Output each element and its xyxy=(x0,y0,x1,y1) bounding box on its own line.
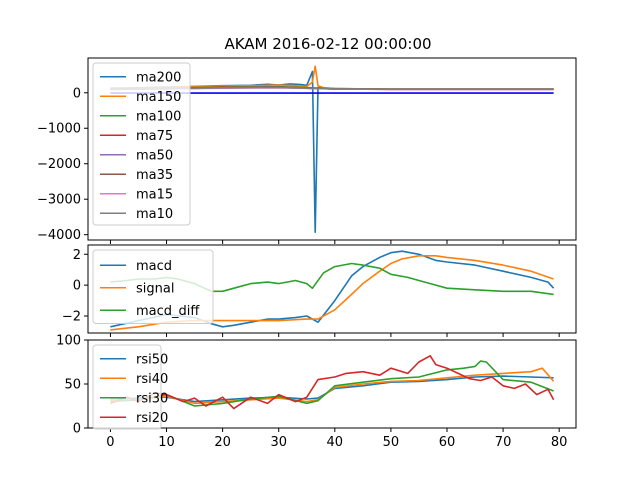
legend-box xyxy=(92,344,162,430)
legend-label: ma50 xyxy=(136,148,173,163)
legend-label: rsi50 xyxy=(136,352,168,367)
x-tick-label: 0 xyxy=(106,435,114,450)
x-tick-label: 20 xyxy=(214,435,231,450)
y-tick-label: −4000 xyxy=(37,228,81,243)
x-tick-label: 50 xyxy=(383,435,400,450)
panel-0: 0 −1000 −2000 −3000 −4000 ma200 ma150 ma100 ma75… xyxy=(37,57,577,244)
legend-label: macd xyxy=(136,259,172,274)
legend-label: ma15 xyxy=(136,187,173,202)
y-tick-label: 2 xyxy=(73,248,81,263)
y-tick-label: 50 xyxy=(64,378,81,393)
chart-title: AKAM 2016-02-12 00:00:00 xyxy=(224,35,431,53)
series-line-rsi20 xyxy=(110,354,555,410)
x-tick-label: 10 xyxy=(158,435,175,450)
y-tick-label: −2 xyxy=(62,310,81,325)
legend-label: signal xyxy=(136,281,174,296)
panel-1-frame xyxy=(87,244,577,334)
legend-label: rsi30 xyxy=(136,391,168,406)
legend-label: rsi20 xyxy=(136,411,168,426)
series-line-macd xyxy=(110,250,555,328)
panel-0-frame xyxy=(87,57,577,241)
legend-label: ma200 xyxy=(136,70,181,85)
legend-box xyxy=(92,249,214,324)
x-tick-label: 30 xyxy=(270,435,287,450)
legend-label: ma75 xyxy=(136,129,173,144)
legend-label: ma10 xyxy=(136,207,173,222)
legend-label: ma100 xyxy=(136,109,181,124)
series-line-rsi40 xyxy=(110,367,555,405)
x-tick-label: 80 xyxy=(551,435,568,450)
panel-2: 100 50 0 0 10 20 30 40 50 60 70 80 rsi50 rsi40 rsi30 rs… xyxy=(56,334,577,450)
panel-1: 2 0 −2 macd signal macd_diff xyxy=(62,244,577,337)
legend-label: macd_diff xyxy=(136,304,200,319)
legend-box xyxy=(92,62,191,226)
x-tick-label: 70 xyxy=(495,435,512,450)
y-tick-label: 0 xyxy=(73,86,81,101)
y-tick-label: 0 xyxy=(73,279,81,294)
y-tick-label: 0 xyxy=(73,422,81,437)
chart-panels: 0−1000−2000−3000−4000ma200ma150ma100ma75… xyxy=(37,57,577,450)
panel-2-lines xyxy=(110,354,555,410)
x-tick-label: 40 xyxy=(327,435,344,450)
x-tick-label: 60 xyxy=(439,435,456,450)
legend-label: rsi40 xyxy=(136,372,168,387)
y-tick-label: −3000 xyxy=(37,193,81,208)
legend-label: ma35 xyxy=(136,168,173,183)
y-tick-label: −2000 xyxy=(37,157,81,172)
y-tick-label: 100 xyxy=(56,334,81,349)
legend-label: ma150 xyxy=(136,90,181,105)
y-tick-label: −1000 xyxy=(37,122,81,137)
